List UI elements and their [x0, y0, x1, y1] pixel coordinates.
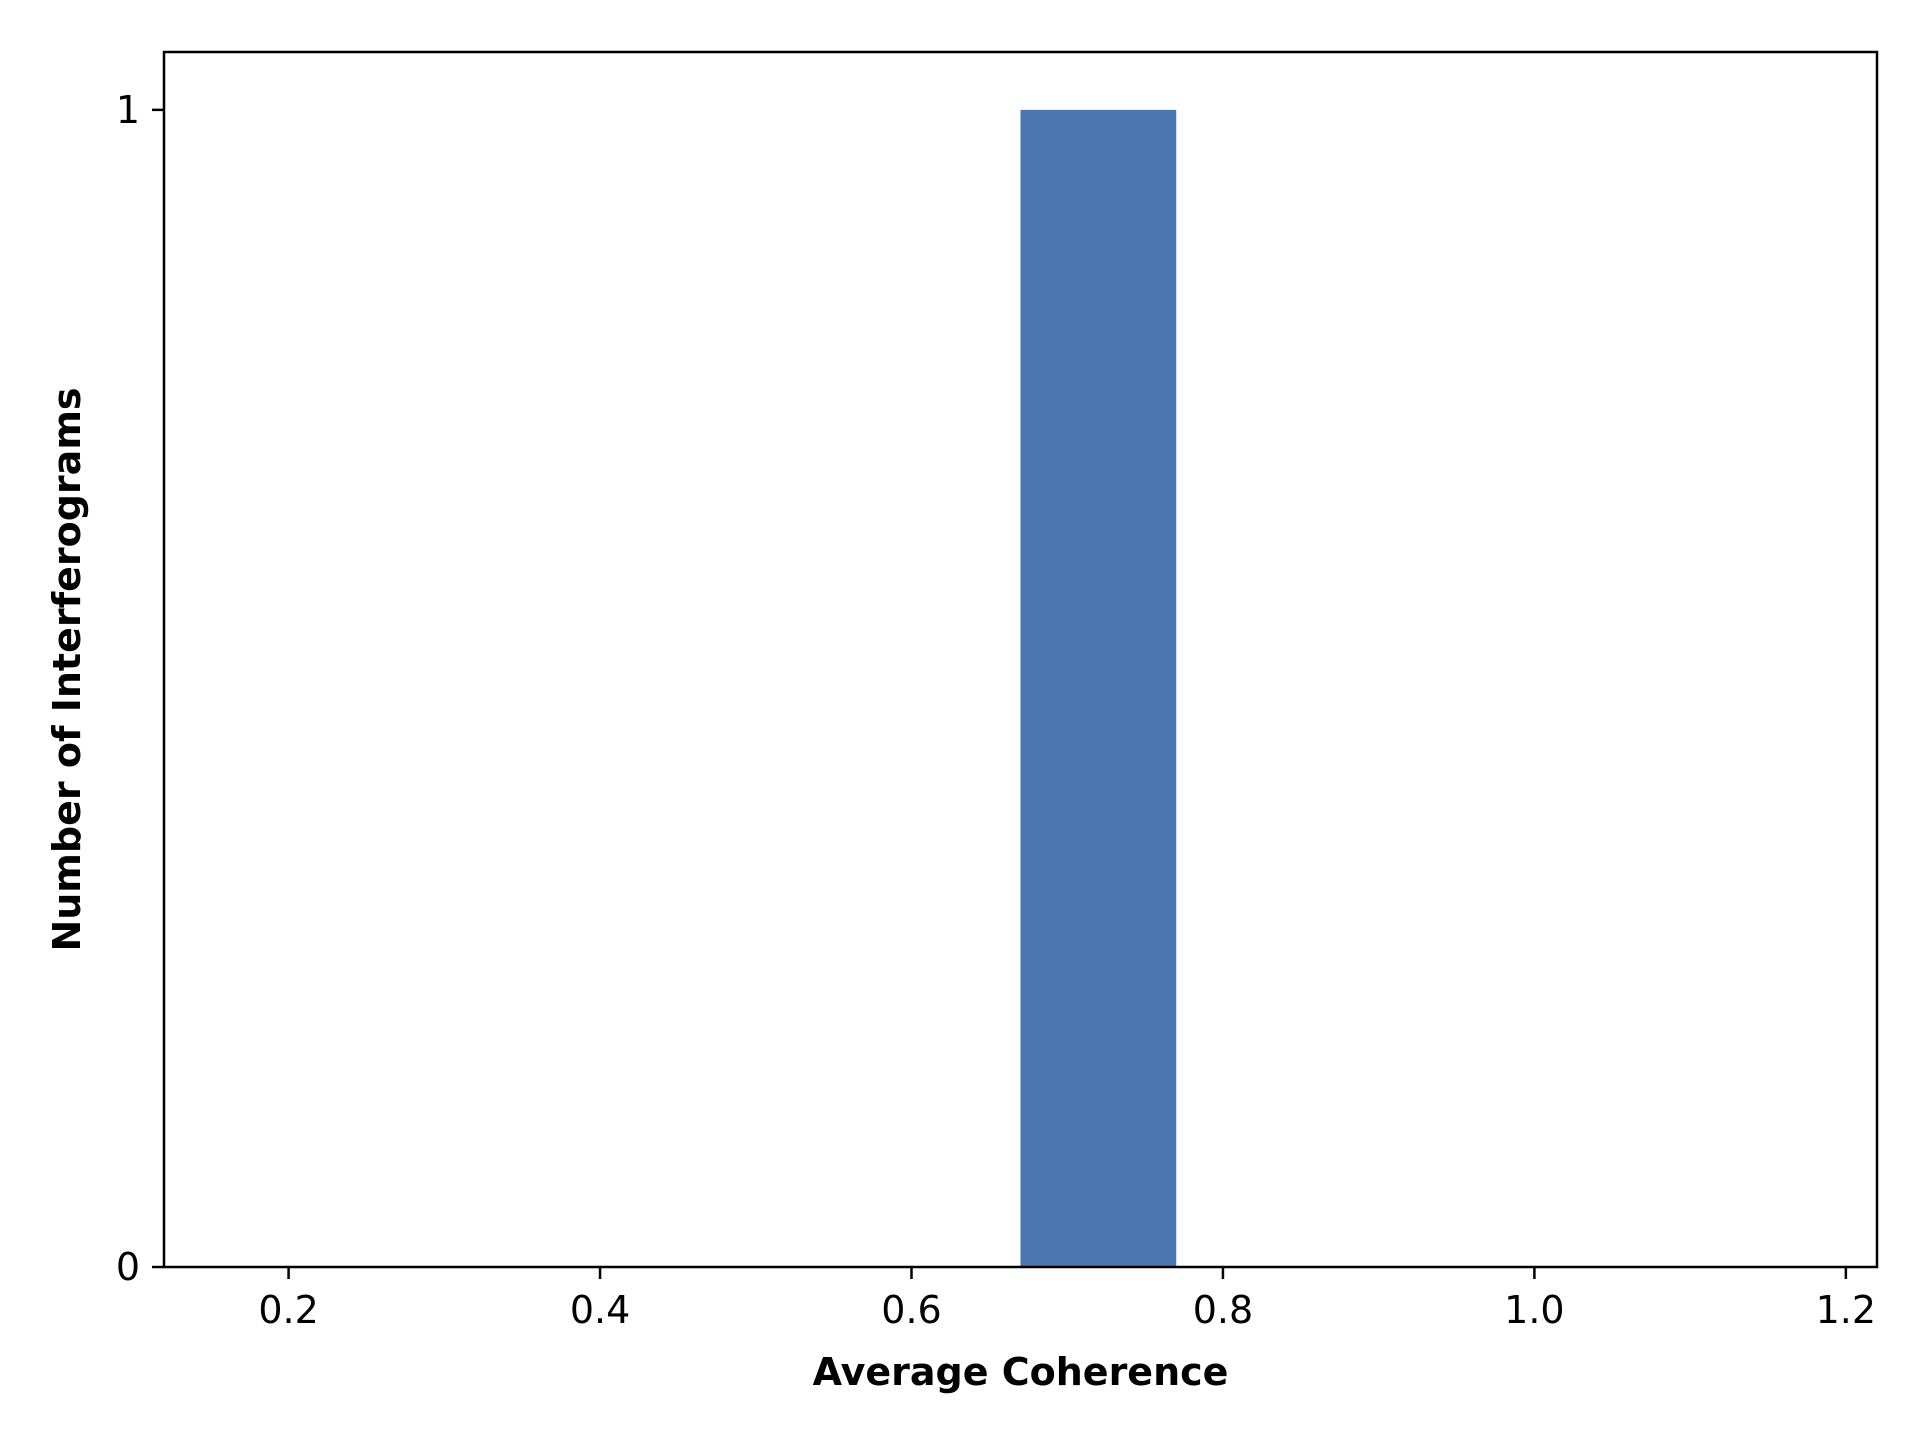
plot-frame	[162, 50, 1879, 1269]
x-tick-label: 0.8	[1193, 1288, 1253, 1332]
x-tick-label: 1.2	[1816, 1288, 1876, 1332]
bars-layer	[1020, 109, 1177, 1267]
y-axis: 01	[116, 88, 164, 1289]
x-tick-label: 0.2	[258, 1288, 318, 1332]
x-axis-title: Average Coherence	[813, 1350, 1229, 1394]
x-tick-label: 0.6	[881, 1288, 941, 1332]
x-axis: 0.2 0.4 0.6 0.8 1.0 1.2	[258, 1267, 1876, 1332]
y-tick-label: 1	[116, 88, 140, 132]
x-tick-label: 0.4	[570, 1288, 630, 1332]
y-axis-title: Number of Interferograms	[45, 387, 89, 951]
histogram-bar-0	[1020, 109, 1177, 1267]
x-tick-label: 1.0	[1504, 1288, 1564, 1332]
y-tick-label: 0	[116, 1245, 140, 1289]
